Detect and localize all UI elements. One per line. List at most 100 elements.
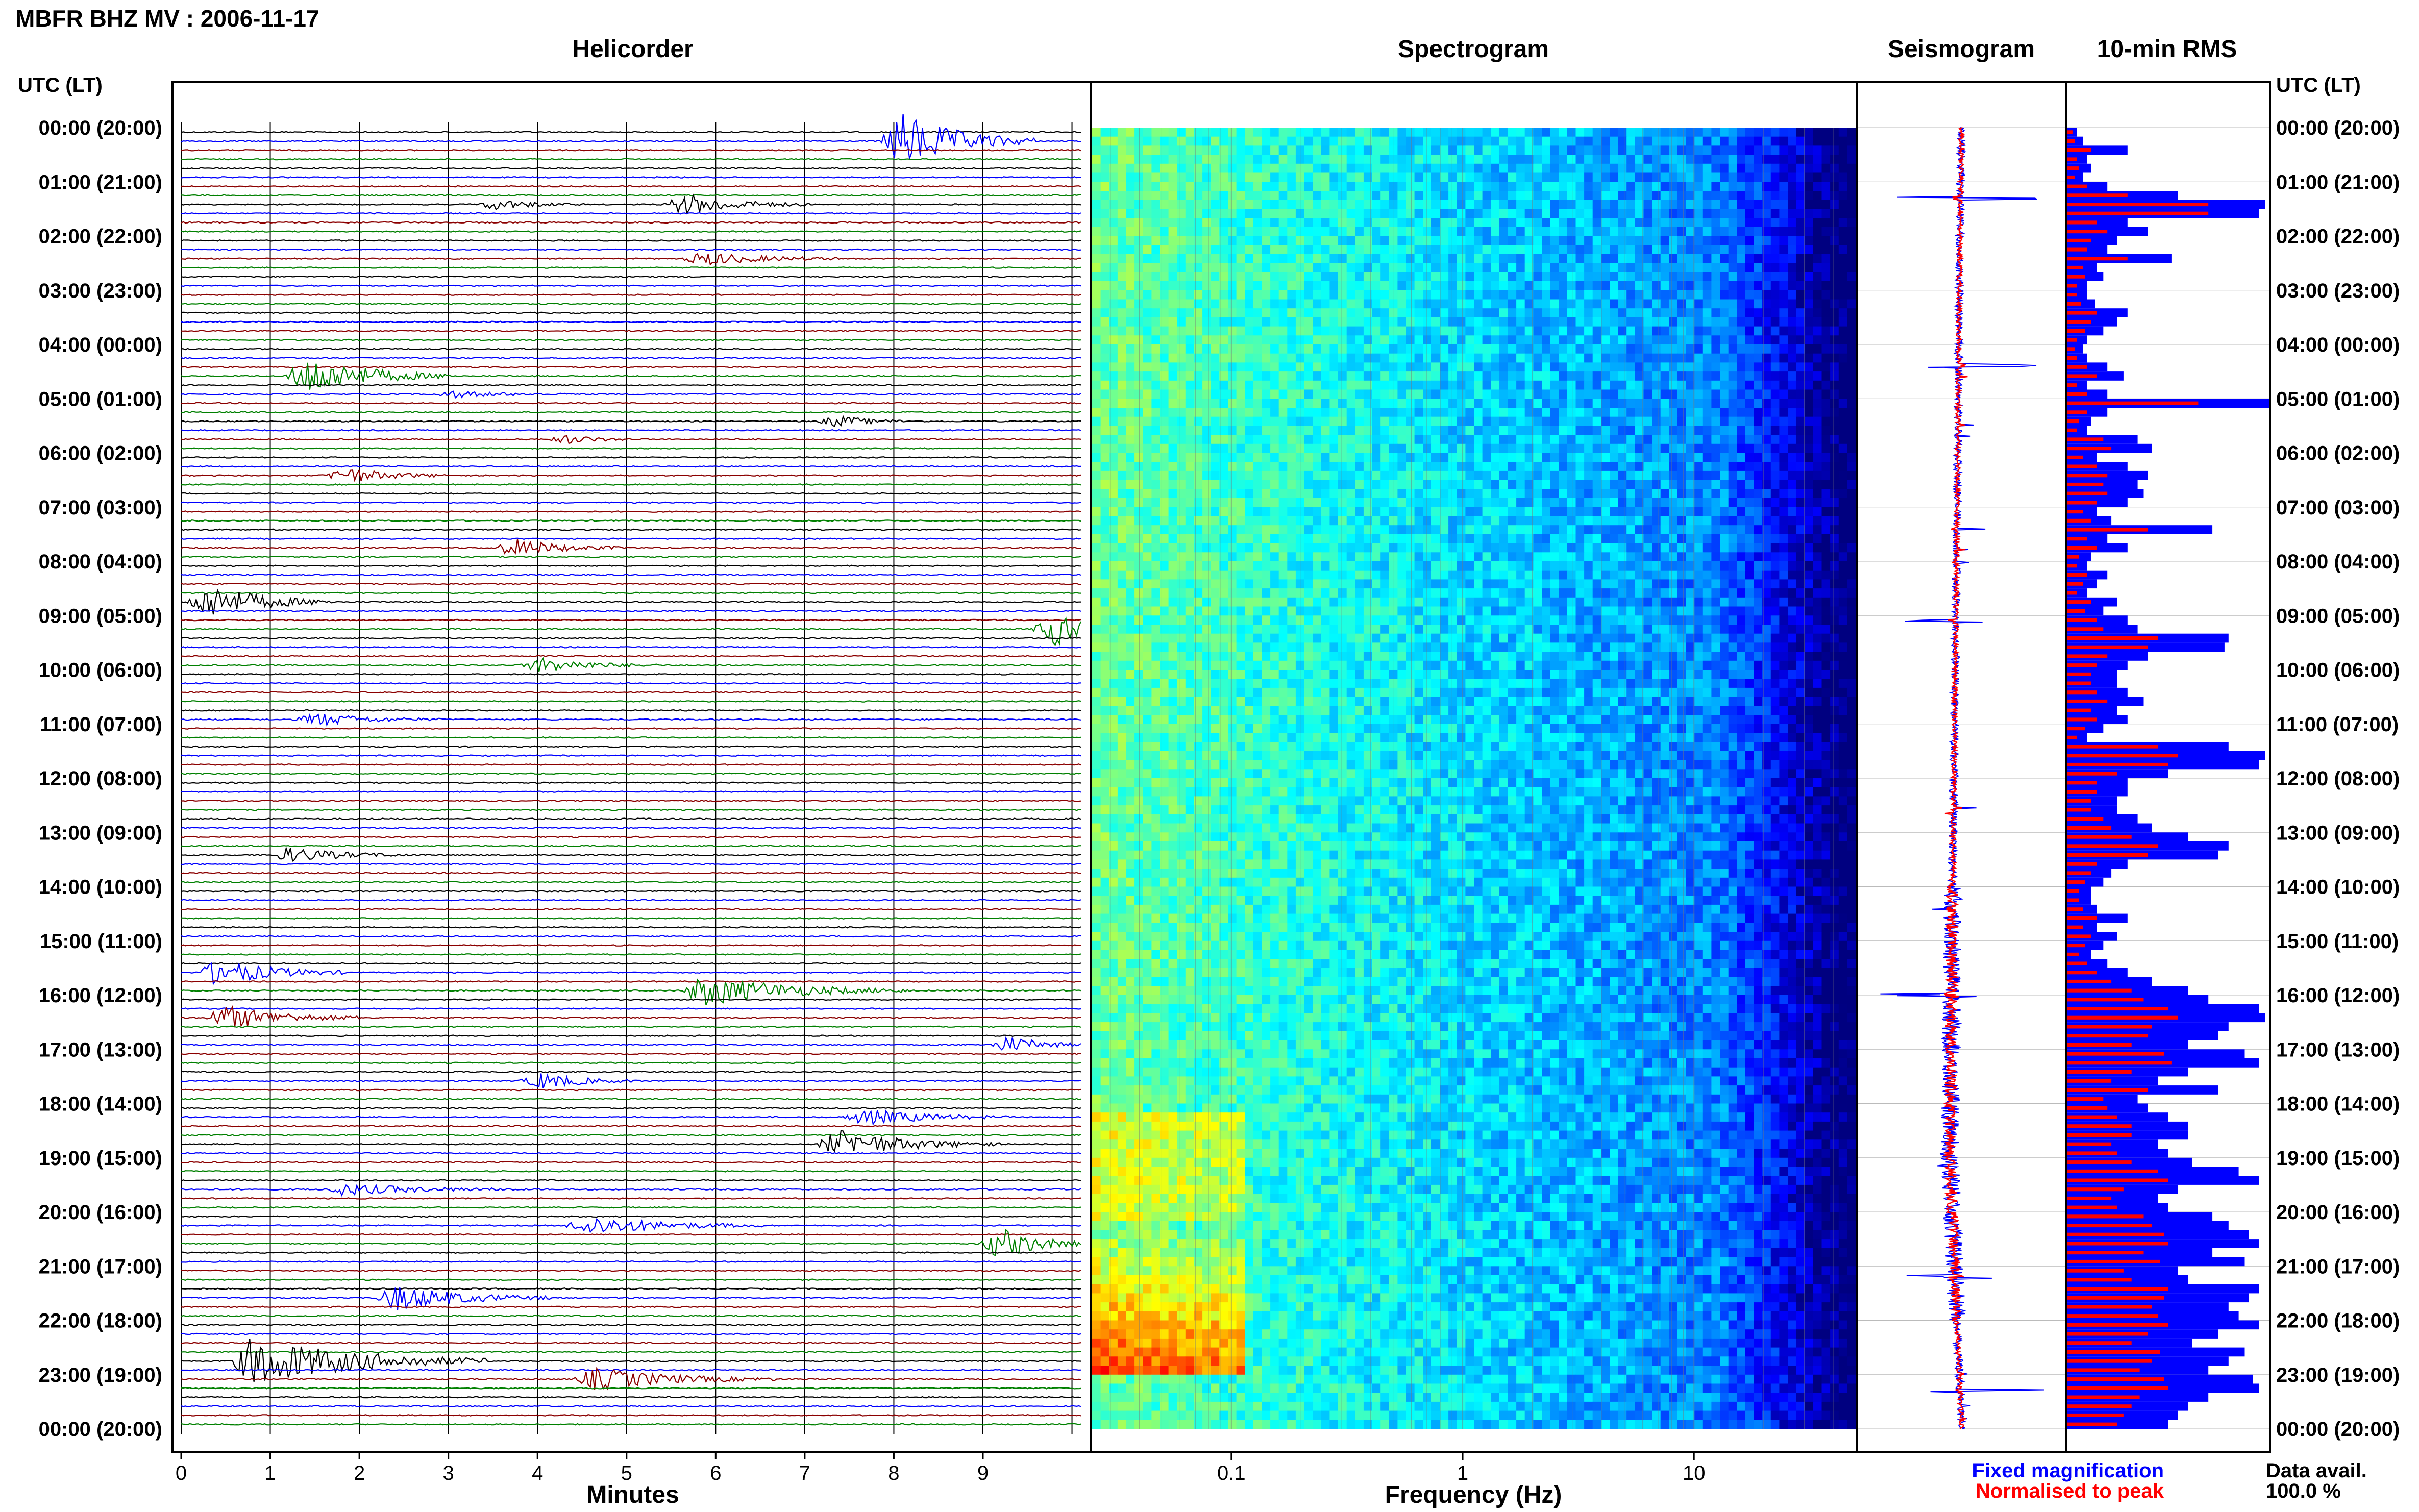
spectrogram-cell: [1686, 344, 1695, 354]
spectrogram-cell: [1440, 380, 1449, 390]
spectrogram-cell: [1295, 489, 1305, 499]
spectrogram-cell: [1508, 416, 1517, 426]
spectrogram-cell: [1423, 200, 1432, 209]
spectrogram-cell: [1295, 245, 1305, 255]
spectrogram-cell: [1575, 516, 1585, 526]
spectrogram-cell: [1508, 443, 1517, 454]
spectrogram-cell: [1287, 389, 1296, 399]
spectrogram-cell: [1796, 534, 1805, 544]
spectrogram-cell: [1457, 326, 1466, 336]
spectrogram-cell: [1262, 128, 1271, 137]
spectrogram-cell: [1355, 272, 1364, 282]
spectrogram-cell: [1363, 254, 1373, 264]
spectrogram-cell: [1660, 543, 1669, 553]
spectrogram-cell: [1491, 308, 1500, 318]
spectrogram-cell: [1626, 191, 1636, 201]
spectrogram-cell: [1711, 570, 1720, 580]
helicorder-trace: [181, 492, 1081, 495]
spectrogram-cell: [1584, 172, 1593, 182]
spectrogram-cell: [1177, 163, 1186, 173]
spectrogram-cell: [1321, 570, 1330, 580]
spectrogram-cell: [1592, 172, 1601, 182]
spectrogram-cell: [1177, 389, 1186, 399]
spectrogram-cell: [1779, 525, 1788, 535]
spectrogram-cell: [1796, 209, 1805, 218]
spectrogram-cell: [1779, 498, 1788, 508]
spectrogram-cell: [1134, 209, 1144, 218]
spectrogram-cell: [1211, 489, 1220, 499]
spectrogram-cell: [1660, 136, 1669, 146]
spectrogram-cell: [1423, 290, 1432, 300]
spectrogram-cell: [1126, 416, 1135, 426]
spectrogram-cell: [1805, 344, 1814, 354]
spectrogram-cell: [1253, 389, 1262, 399]
spectrogram-cell: [1151, 435, 1161, 444]
spectrogram-cell: [1762, 254, 1771, 264]
spectrogram-cell: [1397, 507, 1406, 517]
spectrogram-cell: [1618, 597, 1627, 607]
spectrogram-cell: [1346, 191, 1355, 201]
spectrogram-cell: [1092, 155, 1101, 164]
spectrogram-cell: [1211, 353, 1220, 363]
spectrogram-cell: [1457, 516, 1466, 526]
spectrogram-cell: [1321, 281, 1330, 291]
spectrogram-cell: [1219, 353, 1228, 363]
spectrogram-cell: [1177, 597, 1186, 607]
spectrogram-cell: [1516, 191, 1525, 201]
spectrogram-cell: [1474, 462, 1483, 472]
spectrogram-cell: [1770, 489, 1780, 499]
spectrogram-cell: [1414, 380, 1423, 390]
spectrogram-cell: [1533, 128, 1542, 137]
spectrogram-cell: [1211, 552, 1220, 562]
spectrogram-cell: [1592, 254, 1601, 264]
spectrogram-cell: [1618, 344, 1627, 354]
spectrogram-cell: [1304, 498, 1313, 508]
spectrogram-cell: [1372, 272, 1381, 282]
spectrogram-cell: [1414, 299, 1423, 309]
spectrogram-cell: [1491, 299, 1500, 309]
spectrogram-cell: [1100, 606, 1109, 616]
spectrogram-cell: [1117, 317, 1127, 327]
spectrogram-cell: [1389, 155, 1398, 164]
spectrogram-cell: [1414, 606, 1423, 616]
spectrogram-cell: [1592, 281, 1601, 291]
spectrogram-cell: [1643, 263, 1652, 272]
spectrogram-cell: [1720, 489, 1729, 499]
spectrogram-cell: [1219, 380, 1228, 390]
spectrogram-cell: [1372, 552, 1381, 562]
spectrogram-cell: [1389, 597, 1398, 607]
spectrogram-cell: [1499, 254, 1509, 264]
spectrogram-cell: [1567, 362, 1576, 372]
spectrogram-cell: [1788, 200, 1797, 209]
spectrogram-cell: [1117, 299, 1127, 309]
spectrogram-cell: [1440, 453, 1449, 462]
spectrogram-cell: [1677, 353, 1687, 363]
spectrogram-cell: [1677, 335, 1687, 345]
spectrogram-cell: [1202, 480, 1212, 489]
spectrogram-cell: [1830, 218, 1839, 228]
spectrogram-cell: [1219, 579, 1228, 589]
spectrogram-cell: [1542, 606, 1551, 616]
spectrogram-cell: [1669, 182, 1678, 191]
spectrogram-cell: [1779, 145, 1788, 155]
spectrogram-cell: [1346, 408, 1355, 417]
spectrogram-cell: [1686, 579, 1695, 589]
spectrogram-cell: [1194, 272, 1203, 282]
spectrogram-cell: [1711, 516, 1720, 526]
spectrogram-cell: [1796, 272, 1805, 282]
spectrogram-cell: [1151, 362, 1161, 372]
spectrogram-cell: [1686, 498, 1695, 508]
spectrogram-cell: [1618, 416, 1627, 426]
spectrogram-cell: [1321, 489, 1330, 499]
spectrogram-cell: [1126, 209, 1135, 218]
spectrogram-cell: [1406, 399, 1415, 408]
spectrogram-cell: [1482, 408, 1491, 417]
spectrogram-cell: [1796, 588, 1805, 598]
spectrogram-cell: [1100, 453, 1109, 462]
spectrogram-cell: [1567, 128, 1576, 137]
spectrogram-cell: [1737, 163, 1746, 173]
spectrogram-cell: [1711, 371, 1720, 381]
spectrogram-cell: [1584, 570, 1593, 580]
spectrogram-cell: [1601, 480, 1610, 489]
spectrogram-cell: [1601, 380, 1610, 390]
